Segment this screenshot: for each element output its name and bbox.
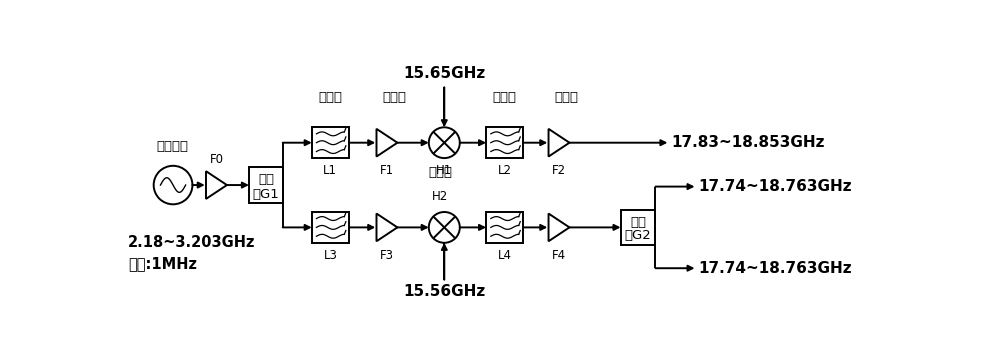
Text: 17.74~18.763GHz: 17.74~18.763GHz	[698, 261, 852, 276]
Text: H1: H1	[436, 164, 452, 177]
Text: 功分: 功分	[258, 173, 274, 186]
Text: F4: F4	[552, 249, 566, 262]
Text: 功分: 功分	[630, 215, 646, 229]
Text: 放大器: 放大器	[555, 91, 579, 104]
Text: 步长:1MHz: 步长:1MHz	[128, 256, 197, 271]
Bar	[312, 127, 349, 158]
Text: F0: F0	[209, 153, 223, 166]
Bar	[621, 210, 655, 245]
Text: F2: F2	[552, 164, 566, 177]
Polygon shape	[206, 171, 227, 199]
Polygon shape	[376, 129, 397, 157]
Text: 2.18~3.203GHz: 2.18~3.203GHz	[128, 235, 256, 250]
Text: L3: L3	[323, 249, 337, 262]
Text: 器G2: 器G2	[625, 229, 651, 242]
Text: 滤波器: 滤波器	[318, 91, 342, 104]
Circle shape	[429, 212, 460, 243]
Text: H2: H2	[432, 190, 449, 203]
Text: 放大器: 放大器	[383, 91, 407, 104]
Bar	[486, 127, 523, 158]
Text: 17.83~18.853GHz: 17.83~18.853GHz	[671, 135, 825, 150]
Text: 17.74~18.763GHz: 17.74~18.763GHz	[698, 179, 852, 194]
Circle shape	[429, 127, 460, 158]
Text: F1: F1	[380, 164, 394, 177]
Text: L1: L1	[323, 164, 337, 177]
Text: 器G1: 器G1	[253, 188, 279, 201]
Bar	[249, 167, 283, 203]
Text: L2: L2	[498, 164, 512, 177]
Text: 滤波器: 滤波器	[493, 91, 517, 104]
Text: 15.65GHz: 15.65GHz	[403, 66, 485, 81]
Circle shape	[154, 166, 192, 204]
Text: 混频器: 混频器	[428, 166, 452, 179]
Polygon shape	[549, 129, 569, 157]
Text: L4: L4	[498, 249, 512, 262]
Bar	[486, 212, 523, 243]
Text: 15.56GHz: 15.56GHz	[403, 284, 485, 299]
Polygon shape	[376, 214, 397, 241]
Text: F3: F3	[380, 249, 394, 262]
Polygon shape	[549, 214, 569, 241]
Text: 跳频信号: 跳频信号	[156, 140, 188, 153]
Bar	[312, 212, 349, 243]
